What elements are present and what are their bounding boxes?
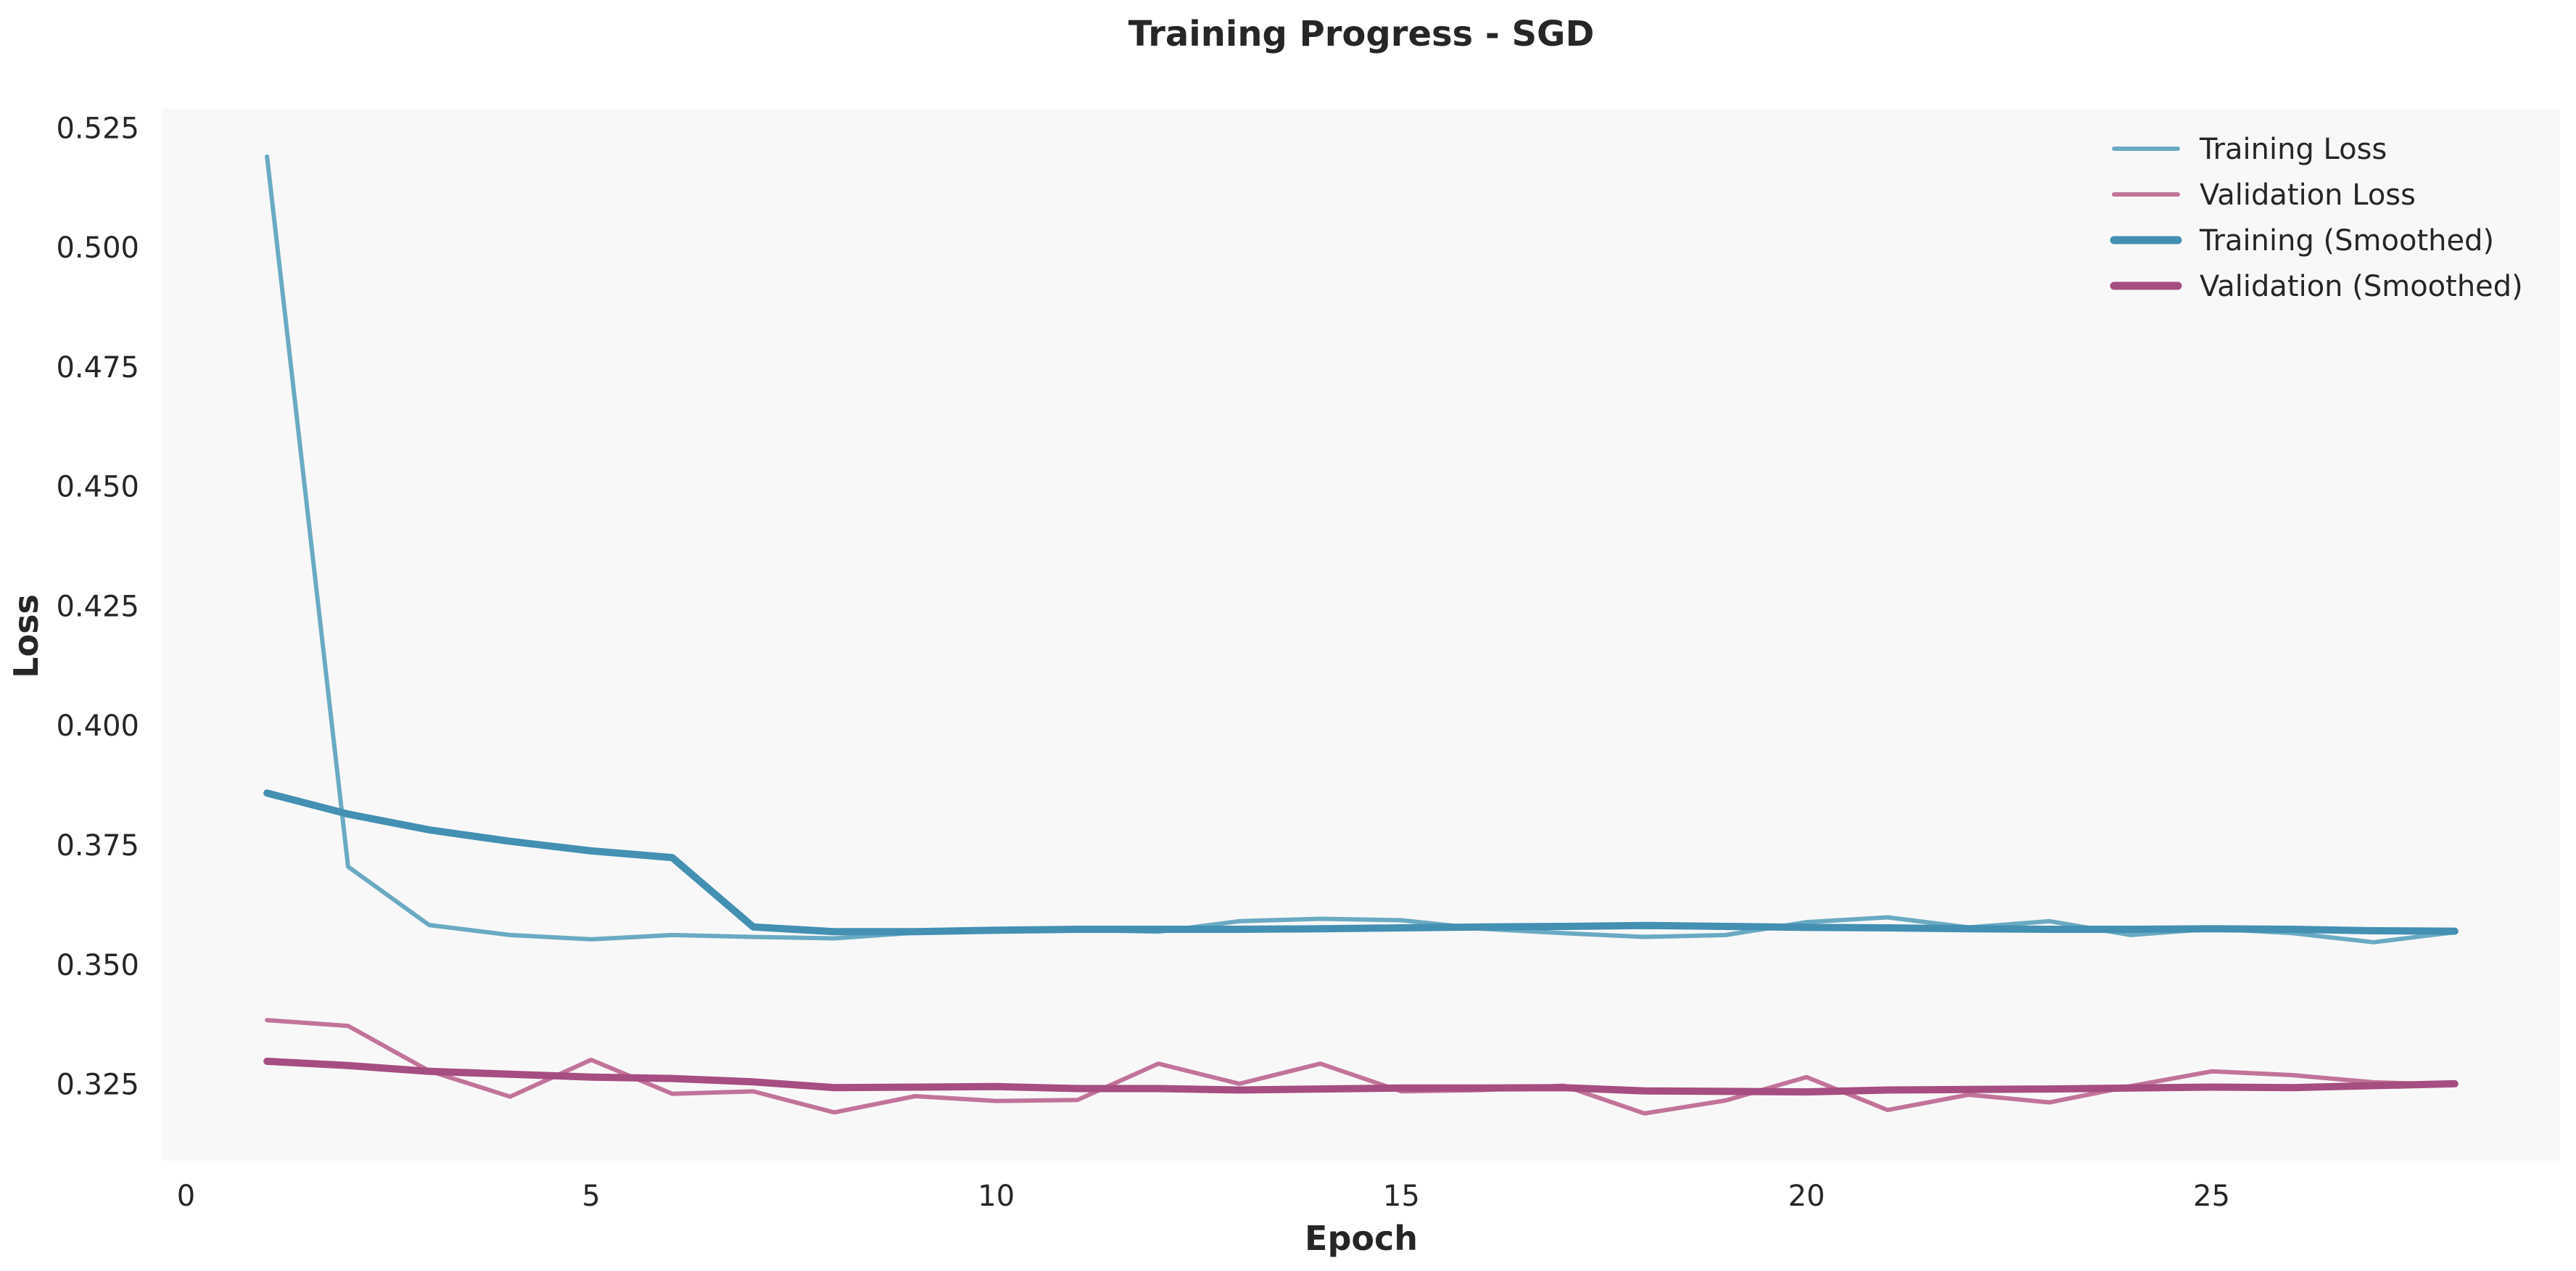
plot-background [162,109,2560,1161]
legend-label: Validation Loss [2200,178,2416,212]
legend: Training Loss Validation Loss Training (Sm… [2110,133,2523,303]
chart-title: Training Progress - SGD [1128,14,1595,54]
y-tick-label: 0.325 [56,1069,139,1102]
x-tick-labels: 0 5 10 15 20 25 [177,1180,2230,1213]
y-tick-label: 0.400 [56,709,139,743]
legend-label: Training Loss [2199,133,2387,166]
x-axis-label: Epoch [1305,1219,1418,1258]
x-tick-label: 25 [2193,1180,2230,1213]
x-tick-label: 10 [978,1180,1015,1213]
y-tick-label: 0.350 [56,949,139,982]
series-line-3 [263,789,2459,936]
y-tick-label: 0.375 [56,829,139,863]
y-axis-label: Loss [7,594,46,678]
y-tick-label: 0.500 [56,231,139,265]
x-tick-label: 15 [1383,1180,1420,1213]
series-line-4 [263,1057,2459,1096]
y-tick-label: 0.425 [56,590,139,623]
legend-label: Validation (Smoothed) [2200,270,2523,303]
y-tick-label: 0.525 [56,112,139,145]
y-tick-label: 0.450 [56,471,139,504]
y-tick-labels: 0.325 0.350 0.375 0.400 0.425 0.450 0.475 0.500… [56,112,139,1101]
legend-label: Training (Smoothed) [2199,224,2494,258]
x-tick-label: 0 [177,1180,195,1213]
x-tick-label: 20 [1788,1180,1825,1213]
series-lines [263,154,2459,1116]
x-tick-label: 5 [582,1180,600,1213]
y-tick-label: 0.475 [56,351,139,384]
